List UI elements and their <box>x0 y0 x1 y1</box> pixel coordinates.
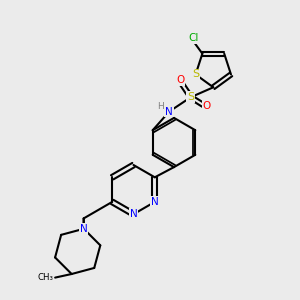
Text: N: N <box>151 197 159 207</box>
Text: S: S <box>187 92 194 102</box>
Text: N: N <box>165 106 173 117</box>
Text: N: N <box>80 224 88 234</box>
Text: H: H <box>157 102 164 111</box>
Text: O: O <box>202 100 211 111</box>
Text: S: S <box>192 69 199 80</box>
Text: O: O <box>176 75 184 85</box>
Text: CH₃: CH₃ <box>38 273 54 282</box>
Text: N: N <box>130 209 137 219</box>
Text: Cl: Cl <box>188 33 199 43</box>
